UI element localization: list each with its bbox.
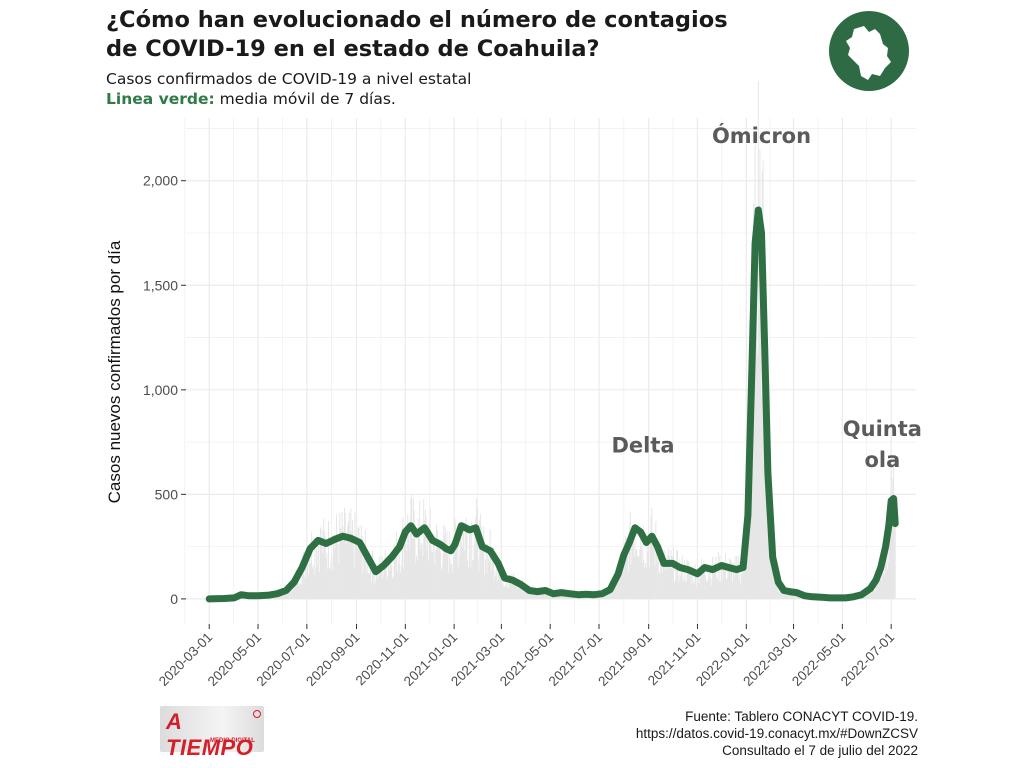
annotations-layer: Delta Ómicron Quinta ola (612, 123, 922, 472)
grid-layer (184, 118, 916, 624)
annotation-label: Ómicron (712, 123, 811, 148)
logo-text: A TIEMPO (166, 709, 254, 760)
chart-title-line-2: de COVID-19 en el estado de Coahuila? (106, 36, 600, 62)
axes-layer: 05001,0001,5002,0002020-03-012020-05-012… (143, 173, 897, 689)
legend-note-label: Linea verde: (106, 90, 215, 108)
chart-area: 05001,0001,5002,0002020-03-012020-05-012… (105, 81, 922, 689)
daily-cases-bars (209, 81, 896, 599)
chart-subtitle: Casos confirmados de COVID-19 a nivel es… (106, 70, 472, 88)
a-tiempo-logo: A TIEMPO MEDIO DIGITAL (160, 706, 264, 760)
logo-registered-icon (253, 710, 261, 718)
annotation-label: Delta (612, 434, 675, 458)
annotation-label: Quinta (843, 417, 922, 441)
source-caption: Fuente: Tablero CONACYT COVID-19. https:… (636, 708, 918, 759)
coahuila-state-silhouette (846, 26, 891, 80)
y-tick-label: 1,500 (143, 277, 178, 293)
moving-average-layer (205, 206, 899, 603)
legend-note-text: media móvil de 7 días. (214, 90, 396, 108)
coahuila-map-emblem-icon (829, 11, 909, 91)
legend-note: Linea verde: media móvil de 7 días. (106, 90, 396, 109)
caption-line-3: Consultado el 7 de julio del 2022 (722, 743, 918, 758)
annotation-label: ola (864, 448, 900, 472)
chart-title: ¿Cómo han evolucionado el número de cont… (106, 6, 786, 64)
x-tick-label: 2020-09-01 (303, 630, 362, 689)
y-tick-label: 500 (155, 486, 179, 502)
chart-title-line-1: ¿Cómo han evolucionado el número de cont… (106, 7, 728, 33)
y-tick-label: 0 (170, 591, 178, 607)
y-tick-label: 1,000 (143, 382, 178, 398)
caption-line-2: https://datos.covid-19.conacyt.mx/#DownZ… (635, 726, 918, 741)
y-tick-label: 2,000 (143, 173, 178, 189)
y-axis-label: Casos nuevos confirmados por día (105, 240, 124, 503)
caption-line-1: Fuente: Tablero CONACYT COVID-19. (685, 709, 918, 724)
logo-subtext: MEDIO DIGITAL (210, 738, 255, 744)
